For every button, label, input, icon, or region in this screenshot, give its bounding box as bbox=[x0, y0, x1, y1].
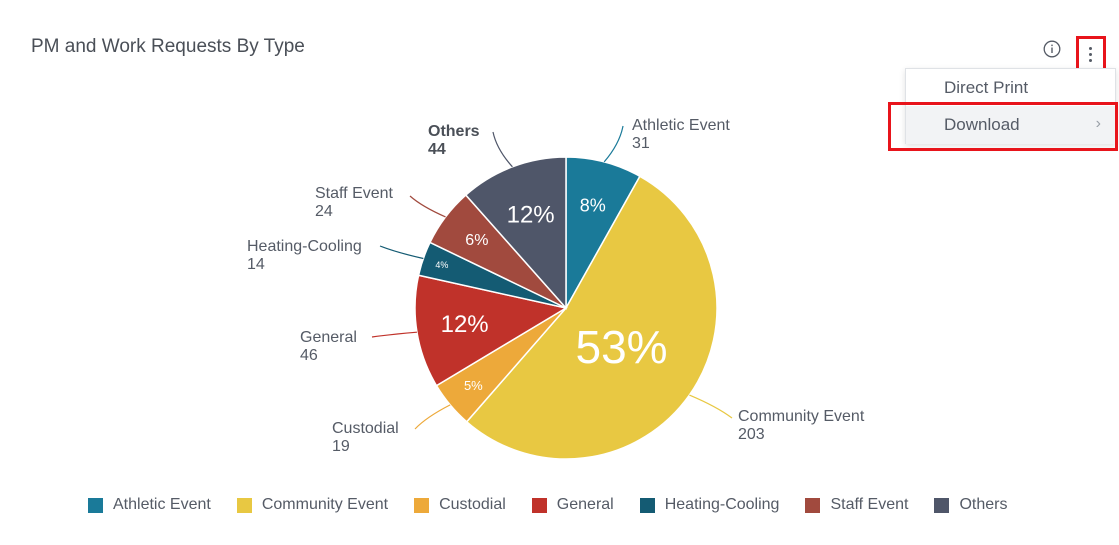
slice-value-label: 19 bbox=[332, 438, 350, 455]
menu-item-download[interactable]: Download › bbox=[906, 106, 1117, 144]
label-connector bbox=[689, 394, 733, 419]
slice-value-label: 46 bbox=[300, 347, 318, 364]
legend-label: Others bbox=[959, 496, 1008, 513]
legend-item-others[interactable]: Others bbox=[934, 496, 1007, 514]
slice-percent-label: 12% bbox=[507, 201, 555, 228]
slice-percent-label: 6% bbox=[465, 232, 488, 249]
kebab-dot bbox=[1089, 53, 1092, 56]
legend-label: Staff Event bbox=[830, 496, 909, 513]
legend-label: General bbox=[556, 496, 614, 513]
slice-percent-label: 5% bbox=[464, 378, 483, 393]
menu-item-direct-print[interactable]: Direct Print bbox=[906, 69, 1117, 107]
legend-label: Custodial bbox=[439, 496, 506, 513]
legend-swatch bbox=[414, 497, 430, 513]
slice-name-label: Athletic Event bbox=[632, 117, 730, 134]
chart-legend: Athletic Event Community Event Custodial Ge… bbox=[88, 493, 1033, 517]
legend-item-custodial[interactable]: Custodial bbox=[414, 496, 506, 514]
slice-value-label: 44 bbox=[428, 141, 446, 158]
legend-item-athletic-event[interactable]: Athletic Event bbox=[88, 496, 211, 514]
menu-item-label: Direct Print bbox=[944, 78, 1029, 97]
legend-swatch bbox=[805, 497, 821, 513]
label-connector bbox=[379, 245, 424, 260]
slice-percent-label: 4% bbox=[435, 260, 448, 270]
legend-swatch bbox=[639, 497, 655, 513]
legend-swatch bbox=[934, 497, 950, 513]
label-connector bbox=[371, 331, 417, 338]
pie-slice-others[interactable] bbox=[464, 156, 567, 310]
legend-label: Athletic Event bbox=[113, 496, 211, 513]
legend-swatch bbox=[88, 497, 103, 513]
legend-item-general[interactable]: General bbox=[531, 496, 614, 514]
label-connector bbox=[492, 131, 513, 168]
slice-value-label: 14 bbox=[247, 256, 265, 273]
info-circle-icon[interactable] bbox=[1043, 40, 1061, 58]
label-connector bbox=[414, 404, 451, 430]
kebab-dot bbox=[1089, 59, 1092, 62]
legend-item-staff-event[interactable]: Staff Event bbox=[805, 496, 908, 514]
slice-name-label: Others bbox=[428, 123, 480, 140]
slice-name-label: Staff Event bbox=[315, 185, 394, 202]
legend-item-heating-cooling[interactable]: Heating-Cooling bbox=[639, 496, 780, 514]
legend-label: Heating-Cooling bbox=[664, 496, 780, 513]
slice-percent-label: 8% bbox=[580, 196, 606, 216]
slice-name-label: Custodial bbox=[332, 420, 399, 437]
kebab-vertical-icon bbox=[1089, 47, 1092, 50]
slice-value-label: 203 bbox=[738, 426, 765, 443]
legend-swatch bbox=[236, 497, 252, 513]
chart-title: PM and Work Requests By Type bbox=[31, 36, 305, 57]
slice-value-label: 24 bbox=[315, 203, 333, 220]
chevron-right-icon: › bbox=[1095, 115, 1101, 132]
slice-name-label: Heating-Cooling bbox=[247, 238, 362, 255]
menu-item-label: Download bbox=[944, 115, 1020, 134]
legend-label: Community Event bbox=[261, 496, 389, 513]
slice-percent-label: 53% bbox=[575, 321, 667, 373]
legend-swatch bbox=[531, 497, 547, 513]
legend-item-community-event[interactable]: Community Event bbox=[236, 496, 389, 514]
slice-value-label: 31 bbox=[632, 135, 650, 152]
label-connector bbox=[409, 195, 446, 218]
slice-name-label: Community Event bbox=[738, 408, 865, 425]
pie-slice-general[interactable] bbox=[414, 274, 568, 387]
slice-name-label: General bbox=[300, 329, 357, 346]
label-connector bbox=[603, 125, 624, 163]
slice-percent-label: 12% bbox=[441, 311, 489, 338]
pie-slice-community-event[interactable] bbox=[465, 175, 718, 460]
